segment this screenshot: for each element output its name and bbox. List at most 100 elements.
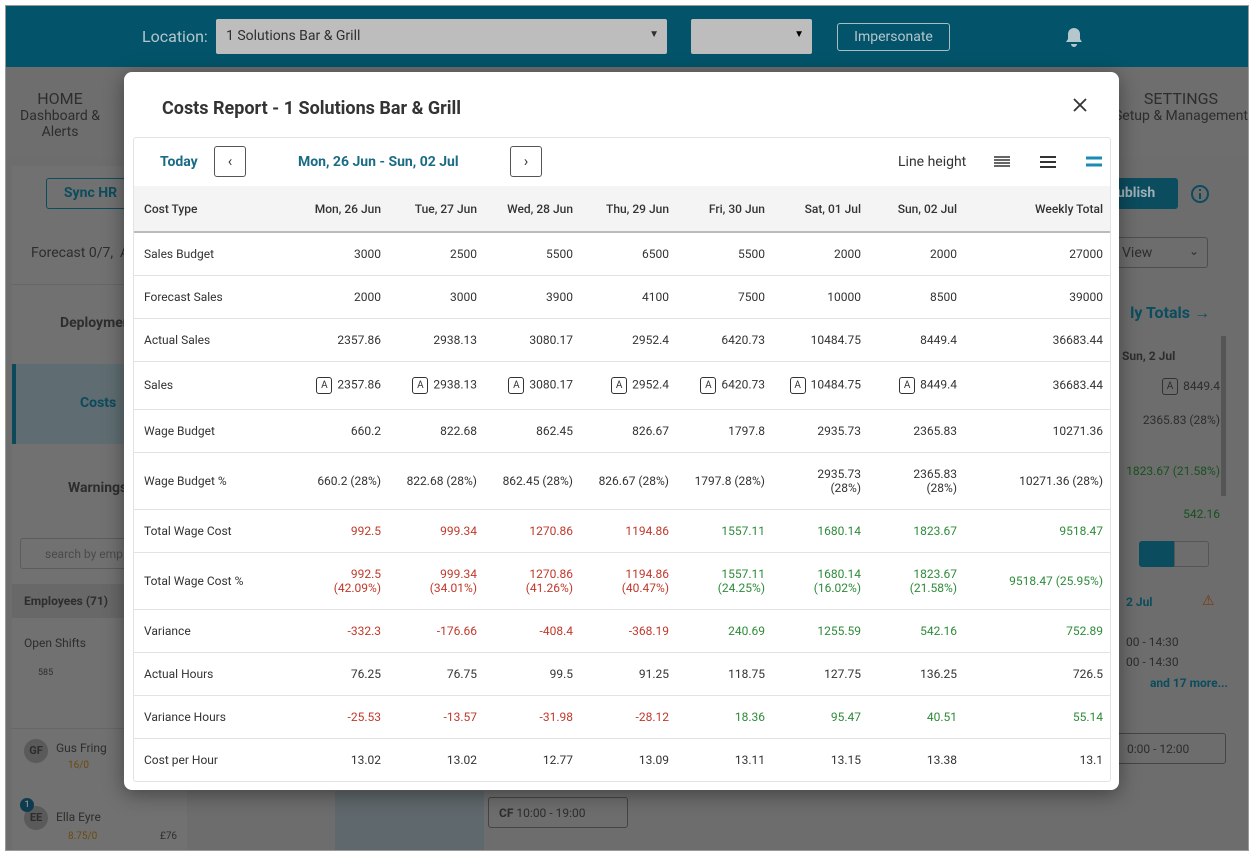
- bell-icon[interactable]: [1064, 26, 1084, 48]
- day-value: 542.16: [1183, 507, 1220, 521]
- normal-icon[interactable]: [1040, 155, 1056, 169]
- employee-cost: £76: [160, 831, 178, 842]
- sync-button[interactable]: Sync HR: [46, 178, 135, 209]
- cell: A 6420.73: [678, 361, 774, 410]
- cell-value: 10271.36 (28%): [1019, 473, 1103, 488]
- cell-value: 10484.75: [810, 332, 861, 347]
- row-label: Wage Budget %: [134, 452, 294, 510]
- cell-value: 542.16: [920, 623, 957, 638]
- cell-line: (34.01%): [429, 580, 477, 595]
- cell: 136.25: [870, 652, 966, 696]
- employee-row[interactable]: EE 1 Ella Eyre 8.75/0 £76: [12, 796, 188, 848]
- avatar: EE: [24, 806, 48, 830]
- more-link[interactable]: and 17 more...: [1150, 676, 1229, 690]
- cell: 5500: [678, 232, 774, 276]
- report-card: Today ‹ Mon, 26 Jun - Sun, 02 Jul › Line…: [133, 137, 1111, 782]
- cell-value: 76.25: [350, 666, 381, 681]
- cell: 95.47: [774, 695, 870, 739]
- view-label: View: [1122, 245, 1153, 261]
- cell: 27000: [966, 232, 1110, 276]
- cell-value: 2000: [930, 246, 957, 261]
- cell-value: 136.25: [920, 666, 957, 681]
- cell: 2935.73: [774, 409, 870, 453]
- table-row: Cost per Hour 13.02 13.02 12.77 13.09 13.11 13…: [134, 738, 1110, 781]
- view-select[interactable]: View ⌄: [1111, 237, 1208, 268]
- cell-value: 2952.4: [632, 377, 669, 392]
- cell: 55.14: [966, 695, 1110, 739]
- info-icon[interactable]: [1190, 184, 1210, 204]
- today-button[interactable]: Today: [160, 154, 198, 170]
- cell: 2357.86: [294, 318, 390, 362]
- cell: 726.5: [966, 652, 1110, 696]
- cell-value: 13.1: [1079, 752, 1103, 767]
- expanded-icon[interactable]: [1086, 155, 1102, 169]
- cell: 91.25: [582, 652, 678, 696]
- cell: 3000: [294, 232, 390, 276]
- cell: 8500: [870, 275, 966, 319]
- scrollbar[interactable]: [1221, 336, 1226, 496]
- tab[interactable]: Warnings: [12, 444, 188, 524]
- cell-value: -13.57: [443, 709, 477, 724]
- cell-value: 99.5: [549, 666, 573, 681]
- close-button[interactable]: [1073, 98, 1087, 112]
- top-bar: Location: 1 Solutions Bar & Grill ▼ ▼ Imp…: [6, 6, 1248, 67]
- cell: 40.51: [870, 695, 966, 739]
- secondary-select[interactable]: ▼: [691, 19, 812, 54]
- cell: 2365.83: [870, 409, 966, 453]
- costs-table: Cost Type Mon, 26 Jun Tue, 27 Jun Wed, 28 J…: [134, 186, 1110, 781]
- shift-box[interactable]: 0:00 - 12:00: [1116, 733, 1226, 764]
- cell-line: 992.5: [350, 566, 381, 581]
- compact-icon[interactable]: [994, 155, 1010, 169]
- cell-value: 36683.44: [1052, 332, 1103, 347]
- shift-box[interactable]: CF 10:00 - 19:00: [488, 797, 628, 828]
- cell-line: (28%): [830, 480, 861, 495]
- location-select[interactable]: 1 Solutions Bar & Grill ▼: [216, 19, 667, 54]
- table-row: Sales Budget 3000 2500 5500 6500 5500 2000 2000…: [134, 232, 1110, 276]
- cell: 1557.11: [678, 509, 774, 553]
- cell-value: 10000: [827, 289, 861, 304]
- cell-line: (41.26%): [525, 580, 573, 595]
- impersonate-button[interactable]: Impersonate: [837, 23, 950, 51]
- cell-line: (24.25%): [717, 580, 765, 595]
- cell: 13.15: [774, 738, 870, 781]
- table-row: Actual Hours 76.25 76.75 99.5 91.25 118.75 127…: [134, 652, 1110, 696]
- cell-value: -176.66: [436, 623, 477, 638]
- cell-value: 9518.47 (25.95%): [1009, 573, 1103, 588]
- cell-line: 1823.67: [913, 566, 957, 581]
- cell: 76.25: [294, 652, 390, 696]
- row-label: Actual Hours: [134, 652, 294, 696]
- totals-link[interactable]: ly Totals →: [1130, 303, 1210, 322]
- column-header: Sat, 01 Jul: [774, 186, 870, 233]
- cell-value: 862.45: [536, 423, 573, 438]
- cell-value: 6420.73: [721, 377, 765, 392]
- nav-home[interactable]: HOME Dashboard & Alerts: [6, 89, 120, 140]
- cell-value: 8449.4: [920, 377, 957, 392]
- table-row: Variance -332.3 -176.66 -408.4 -368.19 240.69…: [134, 609, 1110, 653]
- prev-button[interactable]: ‹: [214, 146, 246, 177]
- employee-row[interactable]: GF Gus Fring 16/0: [12, 728, 188, 780]
- nav-settings[interactable]: SETTINGS Setup & Management: [1106, 89, 1248, 124]
- cell-line: (42.09%): [333, 580, 381, 595]
- move-toggle[interactable]: [1174, 541, 1209, 567]
- cell-value: 1270.86: [529, 523, 573, 538]
- source-badge: A: [700, 376, 717, 394]
- cell-value: 18.36: [734, 709, 765, 724]
- nav-subtitle: Dashboard & Alerts: [20, 108, 100, 140]
- next-button[interactable]: ›: [510, 146, 542, 177]
- cell-value: 13.38: [926, 752, 957, 767]
- cell: 1194.86: [582, 509, 678, 553]
- tab[interactable]: Deployments: [12, 284, 188, 364]
- cell: 99.5: [486, 652, 582, 696]
- cell-value: 10484.75: [810, 377, 861, 392]
- copy-toggle[interactable]: [1139, 541, 1174, 567]
- row-label: Cost per Hour: [134, 738, 294, 781]
- cell: 2000: [870, 232, 966, 276]
- cell-value: 76.75: [446, 666, 477, 681]
- cell: -28.12: [582, 695, 678, 739]
- column-header: Fri, 30 Jun: [678, 186, 774, 233]
- column-header: Wed, 28 Jun: [486, 186, 582, 233]
- cell: 1797.8: [678, 409, 774, 453]
- cell: 3080.17: [486, 318, 582, 362]
- cell-value: 3000: [450, 289, 477, 304]
- cell-value: 2938.13: [433, 332, 477, 347]
